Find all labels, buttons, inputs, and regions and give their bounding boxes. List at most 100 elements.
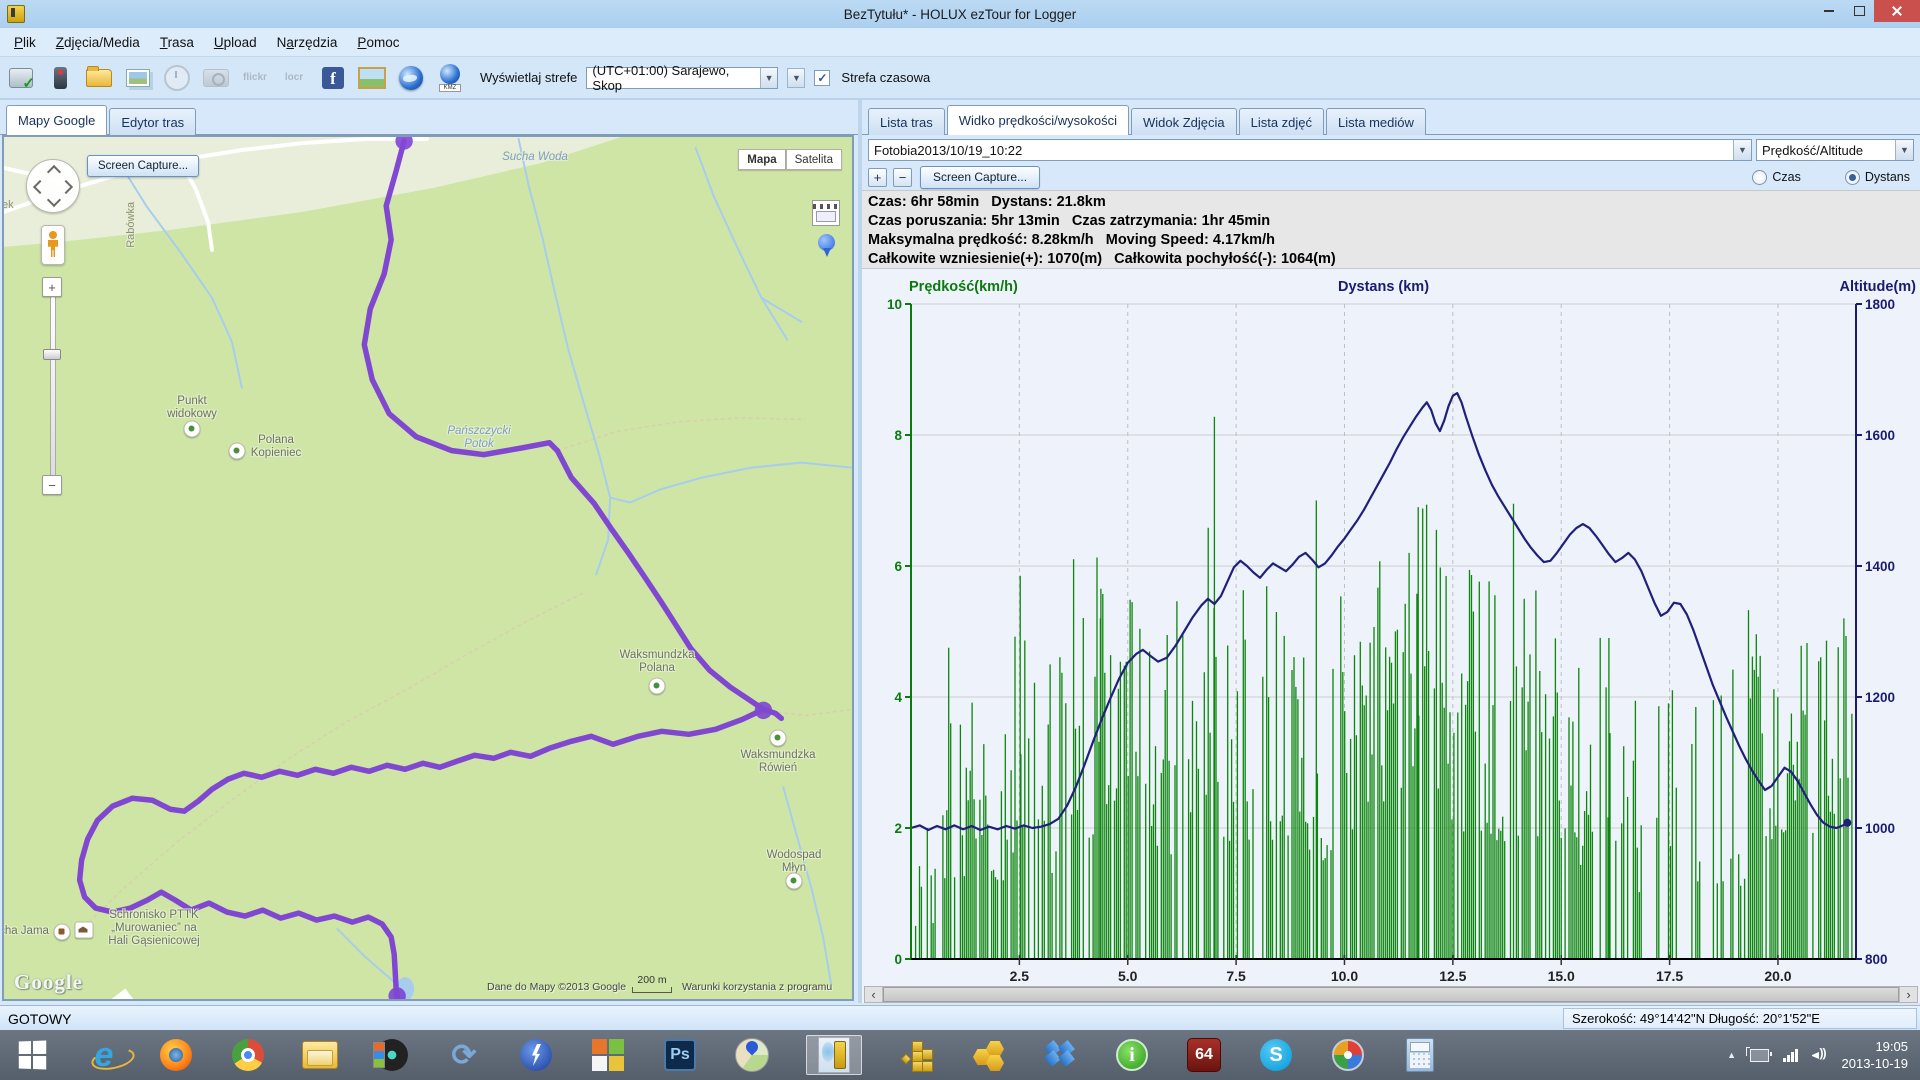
series-select[interactable]: Prędkość/Altitude ▼ [1756,139,1914,161]
skype-icon[interactable]: S [1258,1036,1294,1074]
menu-item-upload[interactable]: Upload [204,31,267,54]
viewer64-icon[interactable]: 64 [1186,1036,1222,1074]
svg-text:2: 2 [894,821,902,836]
eztour-icon[interactable] [806,1035,862,1075]
firefox-icon[interactable] [158,1036,194,1074]
export-kmz-icon[interactable]: KMZ [435,62,465,94]
map-label: Schronisko PTTK „Murowaniec” na Hali Gąs… [108,909,199,948]
svg-text:10.0: 10.0 [1331,968,1358,984]
power-icon[interactable] [1750,1049,1769,1062]
tab-widko-prędkości-wysokości[interactable]: Widko prędkości/wysokości [947,105,1129,135]
menu-item-pomoc[interactable]: Pomoc [347,31,409,54]
hidden-icons-arrow[interactable]: ▲ [1727,1050,1736,1060]
tab-lista-zdjęć[interactable]: Lista zdjęć [1239,108,1324,135]
map-zoom-in-button[interactable]: + [42,277,62,297]
blocks-app-icon[interactable] [898,1036,934,1074]
tab-lista-tras[interactable]: Lista tras [868,108,945,135]
svg-text:5.0: 5.0 [1118,968,1138,984]
zoom-out-button[interactable]: − [893,168,912,187]
menu-item-zdj-cia-media[interactable]: Zdjęcia/Media [46,31,150,54]
radio-dystans[interactable]: Dystans [1845,170,1910,185]
media-player-icon[interactable] [1330,1036,1366,1074]
map-pan-control[interactable] [26,159,80,213]
map-type-satelita[interactable]: Satelita [786,149,842,170]
scroll-thumb[interactable] [883,987,1899,1002]
timezone-checkbox-label: Strefa czasowa [841,70,930,85]
chevron-down-icon[interactable]: ▼ [1895,140,1913,160]
tab-edytor-tras[interactable]: Edytor tras [109,108,196,135]
read-log-icon[interactable]: ✓ [6,62,36,94]
map-label: Waksmundzka Rówień [741,749,816,775]
status-coordinates: Szerokość: 49°14'42"N Długość: 20°1'52"E [1563,1008,1917,1029]
timezone-extra-arrow[interactable]: ▼ [787,68,805,88]
add-media-icon[interactable] [123,62,153,94]
photoshop-icon[interactable]: Ps [662,1036,698,1074]
map-type-mapa[interactable]: Mapa [738,149,785,170]
tab-lista-mediów[interactable]: Lista mediów [1326,108,1426,135]
photo-viewer-icon[interactable] [374,1036,410,1074]
chart-panel: Lista trasWidko prędkości/wysokościWidok… [862,100,1920,1003]
map-zoom-handle[interactable] [43,349,61,360]
picture-manager-icon[interactable] [590,1036,626,1074]
chart-screen-capture-button[interactable]: Screen Capture... [920,166,1040,189]
chrome-icon[interactable] [230,1036,266,1074]
scroll-left-arrow[interactable]: ‹ [865,987,883,1002]
network-icon[interactable] [1783,1048,1798,1062]
zoom-in-button[interactable]: + [868,168,887,187]
volume-icon[interactable] [1812,1048,1828,1062]
stat-line: Czas poruszania: 5hr 13min Czas zatrzyma… [868,212,1920,231]
export-picture-icon[interactable] [357,62,387,94]
map-zoom-out-button[interactable]: − [42,475,62,495]
map-label: Pańszczycki Potok [447,425,510,451]
photo-balloon-icon[interactable] [818,234,835,251]
taskbar-clock[interactable]: 19:05 2013-10-19 [1842,1038,1909,1072]
maps-app-icon[interactable] [734,1036,770,1074]
svg-text:800: 800 [1865,952,1888,967]
dropbox-icon[interactable] [1042,1036,1078,1074]
chevron-down-icon[interactable]: ▼ [1733,140,1751,160]
radio-label: Czas [1772,170,1800,184]
poi-tree-icon [184,421,201,438]
map-zoom-slider[interactable] [50,295,56,477]
media-marker-icon[interactable] [812,200,840,226]
sync-app-icon[interactable]: ⟳ [446,1036,482,1074]
device-config-icon[interactable] [45,62,75,94]
tab-widok-zdjęcia[interactable]: Widok Zdjęcia [1131,108,1237,135]
radio-dystans-circle[interactable] [1845,170,1860,185]
calculator-icon[interactable] [1402,1036,1438,1074]
google-earth-icon[interactable] [396,62,426,94]
scroll-right-arrow[interactable]: › [1899,987,1917,1002]
file-explorer-icon[interactable] [302,1036,338,1074]
internet-explorer-icon[interactable]: e [86,1036,122,1074]
svg-text:20.0: 20.0 [1764,968,1791,984]
timezone-checkbox[interactable]: ✓ [814,70,830,86]
altitude-endpoint [1843,819,1851,827]
menu-item-plik[interactable]: Plik [4,31,46,54]
tab-mapy-google[interactable]: Mapy Google [6,105,107,135]
clock-time: 19:05 [1842,1038,1909,1055]
status-text: GOTOWY [8,1011,72,1027]
zonealarm-icon[interactable] [518,1036,554,1074]
start-button[interactable] [14,1036,50,1074]
menu-item-narz-dzia[interactable]: Narzędzia [267,31,348,54]
map-canvas [4,137,852,999]
svg-text:1400: 1400 [1865,559,1895,574]
map-terms-link[interactable]: Warunki korzystania z programu [682,981,832,993]
series-select-value: Prędkość/Altitude [1762,143,1863,158]
map-label: Sucha Woda [502,151,568,164]
open-file-icon[interactable] [84,62,114,94]
radio-czas-circle[interactable] [1752,170,1767,185]
google-map[interactable]: + − Screen Capture... MapaSatelita Punkt… [4,137,852,999]
info-app-icon[interactable]: i [1114,1036,1150,1074]
map-screen-capture-button[interactable]: Screen Capture... [87,155,199,177]
facebook-icon[interactable]: f [318,62,348,94]
menu-item-trasa[interactable]: Trasa [150,31,204,54]
chevron-down-icon[interactable]: ▼ [760,68,778,88]
radio-czas[interactable]: Czas [1752,170,1800,185]
chart-scrollbar[interactable]: ‹ › [864,986,1918,1003]
tools-app-icon[interactable] [970,1036,1006,1074]
close-button[interactable] [1874,0,1920,22]
track-select[interactable]: Fotobia2013/10/19_10:22 ▼ [868,139,1752,161]
timezone-select[interactable]: (UTC+01:00) Sarajewo, Skop ▼ [586,67,778,89]
pegman-icon[interactable] [41,225,65,265]
